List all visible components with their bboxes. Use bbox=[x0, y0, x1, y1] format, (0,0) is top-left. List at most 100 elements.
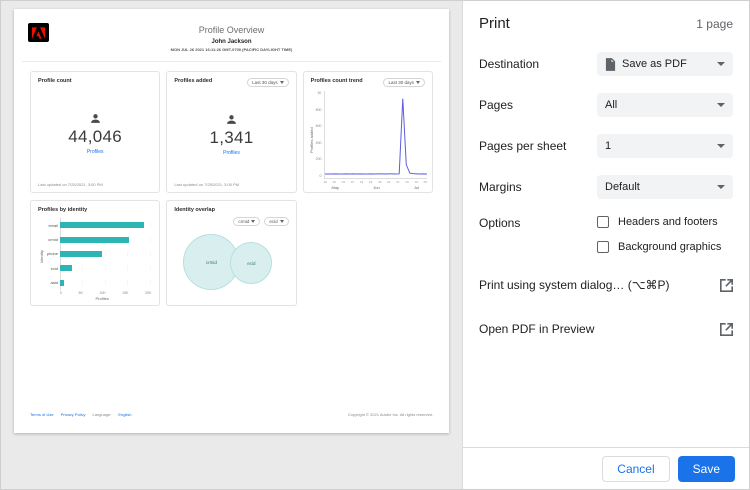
header-divider bbox=[22, 61, 441, 62]
chevron-down-icon bbox=[717, 185, 725, 189]
adobe-logo bbox=[28, 23, 49, 42]
chevron-down-icon bbox=[717, 62, 725, 66]
chevron-down-icon bbox=[279, 81, 284, 84]
trend-x-tick: 25 bbox=[332, 180, 336, 184]
destination-row: Destination Save as PDF bbox=[479, 52, 733, 76]
bar-x-axis-label: Profiles bbox=[95, 296, 109, 301]
destination-select[interactable]: Save as PDF bbox=[597, 52, 733, 76]
card-title: Profiles count trend bbox=[310, 78, 363, 84]
bar-category-label: aaid bbox=[50, 280, 58, 286]
card-title: Profile count bbox=[38, 78, 72, 84]
bar-x-ticks: 0 5K 10K 15K 20K bbox=[60, 290, 151, 295]
margins-row: Margins Default bbox=[479, 175, 733, 199]
trend-x-tick: 01 bbox=[341, 180, 346, 184]
card-profiles-by-identity: Profiles by identity Identity email crmid… bbox=[30, 200, 161, 306]
venn-circle-ecid: ecid bbox=[230, 242, 273, 284]
trend-polyline bbox=[325, 99, 427, 174]
privacy-policy-link[interactable]: Privacy Policy bbox=[60, 412, 86, 417]
card-profile-count: Profile count 44,046 Profiles Last updat… bbox=[30, 71, 161, 193]
trend-x-tick: 19 bbox=[414, 180, 418, 184]
bar bbox=[60, 279, 65, 286]
profiles-link[interactable]: Profiles bbox=[223, 150, 240, 156]
pages-per-sheet-select[interactable]: 1 bbox=[597, 134, 733, 158]
save-button[interactable]: Save bbox=[677, 455, 735, 482]
system-dialog-link[interactable]: Print using system dialog… (⌥⌘P) bbox=[479, 267, 733, 303]
identity-venn-diagram: crmid ecid bbox=[167, 226, 295, 305]
bar-row: ecid bbox=[51, 265, 152, 272]
bar-track bbox=[60, 222, 152, 229]
options-row: Options Headers and footers Background g… bbox=[479, 216, 733, 253]
language-link[interactable]: English bbox=[118, 412, 132, 417]
open-pdf-preview-link[interactable]: Open PDF in Preview bbox=[479, 311, 733, 347]
bar bbox=[60, 250, 103, 257]
language-label: Language: bbox=[92, 412, 112, 417]
copyright-text: Copyright © 2021 Adobe Inc. All rights r… bbox=[347, 412, 433, 417]
identity-bar-rows: email crmid phone ecid aaid bbox=[47, 218, 152, 290]
card-count-trend: Profiles count trend Last 30 days Profil… bbox=[302, 71, 433, 193]
last-updated-text: Last updated on 7/25/2021, 3:00 PM bbox=[174, 182, 240, 187]
last-updated-text: Last updated on 7/25/2021, 3:00 PM bbox=[38, 182, 103, 187]
dashboard-cards: Profile count 44,046 Profiles Last updat… bbox=[14, 62, 449, 306]
margins-select[interactable]: Default bbox=[597, 175, 733, 199]
trend-y-tick: 200 bbox=[315, 157, 322, 162]
bar-category-label: crmid bbox=[48, 237, 58, 243]
trend-month-label: Jun bbox=[373, 185, 380, 190]
card-identity-overlap: Identity overlap crmid ecid bbox=[166, 200, 297, 306]
overlap-left-select[interactable]: crmid bbox=[233, 217, 261, 226]
trend-x-tick: 07 bbox=[396, 180, 400, 184]
headers-footers-checkbox[interactable] bbox=[597, 216, 609, 228]
pages-per-sheet-row: Pages per sheet 1 bbox=[479, 134, 733, 158]
bar-track bbox=[60, 265, 152, 272]
bar bbox=[60, 222, 145, 229]
bar bbox=[60, 265, 72, 272]
trend-line-chart: Profiles added 1K 800 600 400 200 0 19 25 01 07 1… bbox=[304, 87, 432, 192]
dialog-footer: Cancel Save bbox=[463, 447, 749, 489]
identity-bar-chart: Identity email crmid phone ecid aaid 0 5K 10K 1… bbox=[31, 213, 159, 295]
card-title: Identity overlap bbox=[174, 207, 215, 213]
open-external-icon bbox=[720, 278, 733, 292]
background-graphics-checkbox[interactable] bbox=[597, 241, 609, 253]
cancel-button[interactable]: Cancel bbox=[602, 455, 670, 482]
trend-x-tick: 19 bbox=[323, 180, 327, 184]
trend-y-ticks: 1K 800 600 400 200 0 bbox=[316, 91, 322, 190]
bar-row: aaid bbox=[50, 279, 152, 286]
user-name: John Jackson bbox=[211, 39, 252, 45]
trend-month-labels: May Jun Jul bbox=[324, 184, 427, 190]
terms-of-use-link[interactable]: Terms of Use bbox=[30, 412, 54, 417]
print-dialog-title: Print bbox=[479, 15, 510, 32]
trend-plot bbox=[323, 91, 427, 179]
bar-category-label: phone bbox=[46, 251, 58, 257]
trend-y-tick: 0 bbox=[319, 173, 322, 178]
chevron-down-icon bbox=[251, 220, 256, 223]
profiles-link[interactable]: Profiles bbox=[86, 148, 104, 155]
trend-x-tick: 07 bbox=[350, 180, 355, 184]
adobe-a-icon bbox=[32, 26, 45, 39]
card-title: Profiles by identity bbox=[38, 207, 88, 213]
bar-row: email bbox=[48, 222, 152, 229]
option-background-graphics: Background graphics bbox=[597, 241, 733, 253]
chevron-down-icon bbox=[415, 81, 420, 84]
bar-track bbox=[60, 279, 152, 286]
person-icon bbox=[227, 115, 236, 124]
date-range-select[interactable]: Last 30 days bbox=[383, 78, 425, 87]
trend-x-tick: 13 bbox=[405, 180, 409, 184]
report-datetime: MON JUL 26 2021 16:11:26 GMT-0700 (PACIF… bbox=[170, 47, 293, 52]
trend-x-tick: 19 bbox=[368, 180, 373, 184]
trend-y-tick: 600 bbox=[315, 124, 322, 129]
pages-select[interactable]: All bbox=[597, 93, 733, 117]
preview-page: Profile Overview John Jackson MON JUL 26… bbox=[14, 9, 449, 433]
card-title: Profiles added bbox=[174, 78, 213, 84]
bar-row: crmid bbox=[48, 236, 152, 243]
trend-x-tick: 13 bbox=[359, 180, 364, 184]
date-range-select[interactable]: Last 30 days bbox=[247, 78, 289, 87]
trend-x-tick: 25 bbox=[423, 180, 427, 184]
page-header: Profile Overview John Jackson MON JUL 26… bbox=[14, 9, 449, 52]
card-profiles-added: Profiles added Last 30 days 1,341 Pr bbox=[166, 71, 297, 193]
pages-row: Pages All bbox=[479, 93, 733, 117]
trend-y-axis-label: Profiles added bbox=[308, 127, 314, 154]
trend-x-tick: 01 bbox=[387, 180, 391, 184]
bar-row: phone bbox=[47, 250, 152, 257]
overlap-right-select[interactable]: ecid bbox=[264, 217, 289, 226]
chevron-down-icon bbox=[279, 220, 284, 223]
